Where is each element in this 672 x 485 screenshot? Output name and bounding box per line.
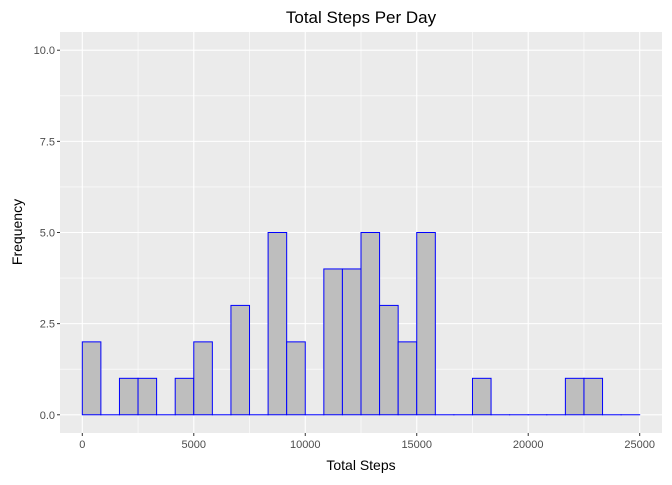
x-tick-label: 20000	[513, 439, 544, 451]
x-axis-ticks: 0 5000 10000 15000 20000 25000	[79, 433, 655, 451]
histogram-bar	[175, 378, 194, 414]
x-tick-label: 5000	[182, 439, 206, 451]
histogram-bar	[268, 233, 287, 415]
histogram-bar	[82, 342, 101, 415]
y-tick-label: 5.0	[40, 228, 55, 240]
histogram-bar	[324, 269, 343, 415]
x-tick-label: 0	[79, 439, 85, 451]
histogram-bar	[119, 378, 138, 414]
histogram-bar	[138, 378, 157, 414]
histogram-bar	[584, 378, 603, 414]
histogram-bar	[380, 305, 399, 414]
chart-title: Total Steps Per Day	[286, 8, 437, 27]
x-axis-title: Total Steps	[326, 457, 395, 473]
y-tick-label: 10.0	[34, 45, 55, 57]
y-axis-ticks: 0.0 2.5 5.0 7.5 10.0	[34, 45, 60, 422]
y-tick-label: 7.5	[40, 136, 55, 148]
histogram-bar	[194, 342, 213, 415]
y-tick-label: 0.0	[40, 410, 55, 422]
histogram-bar	[398, 342, 417, 415]
histogram-bar	[342, 269, 361, 415]
y-tick-label: 2.5	[40, 319, 55, 331]
histogram-bar	[565, 378, 584, 414]
histogram-bar	[417, 233, 436, 415]
x-tick-label: 15000	[401, 439, 432, 451]
histogram-bar	[287, 342, 306, 415]
histogram-bar	[231, 305, 250, 414]
histogram-bar	[472, 378, 491, 414]
x-tick-label: 25000	[624, 439, 655, 451]
y-axis-title: Frequency	[9, 199, 25, 265]
x-tick-label: 10000	[290, 439, 321, 451]
histogram-bar	[361, 233, 380, 415]
